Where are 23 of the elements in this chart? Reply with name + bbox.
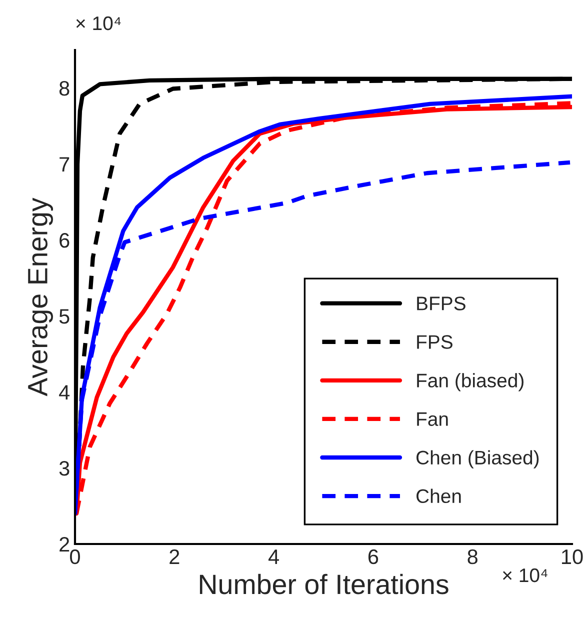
x-tick-label: 0 — [70, 549, 80, 564]
y-tick-label: 4 — [59, 385, 70, 400]
legend-label: FPS — [417, 335, 452, 349]
legend-label: BFPS — [417, 296, 466, 310]
x-tick-label: 8 — [468, 549, 478, 564]
y-tick-label: 2 — [60, 537, 70, 552]
y-axis-title: Average Energy — [28, 198, 53, 396]
x-tick-label: 4 — [268, 550, 279, 564]
legend-label: Fan (biased) — [417, 373, 524, 392]
x-tick-label: 2 — [170, 549, 180, 564]
y-tick-label: 6 — [60, 233, 70, 248]
y-tick-label: 3 — [59, 461, 70, 476]
legend-label: Fan — [417, 412, 448, 426]
text: × 10⁴ — [76, 16, 121, 30]
y-tick-label: 7 — [60, 157, 70, 172]
x-tick-label: 10 — [562, 549, 583, 564]
text: × 10⁴ — [502, 568, 548, 582]
legend-label: Chen (Biased) — [416, 450, 539, 468]
y-tick-label: 8 — [59, 81, 70, 96]
y-tick-label: 5 — [59, 309, 70, 324]
legend-label: Chen — [416, 488, 461, 504]
x-axis-title: Number of Iterations — [200, 574, 448, 594]
x-tick-label: 6 — [368, 549, 378, 564]
